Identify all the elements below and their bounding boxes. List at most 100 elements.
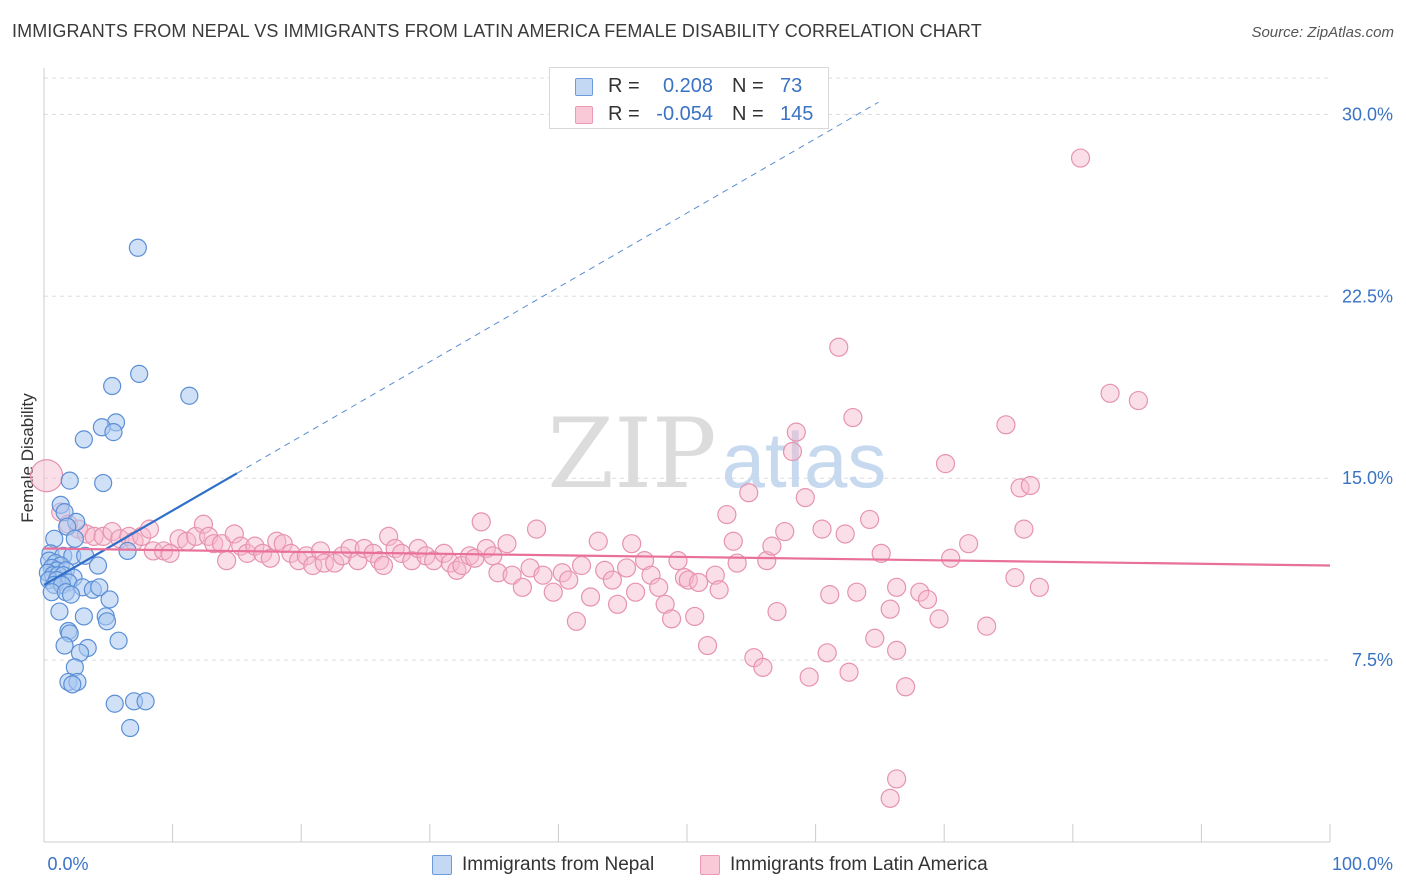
latam-point [566, 611, 587, 631]
latam-point [723, 531, 743, 551]
latam-point [762, 536, 782, 556]
legend-r-label: R = [608, 75, 640, 97]
chart-title: IMMIGRANTS FROM NEPAL VS IMMIGRANTS FROM… [12, 21, 982, 41]
nepal-point [74, 607, 93, 626]
latam-point [782, 441, 803, 462]
latam-point [661, 609, 682, 629]
nepal-point [50, 602, 69, 621]
nepal-point [104, 423, 123, 442]
latam-point [29, 459, 64, 493]
legend-r-value: -0.054 [656, 103, 713, 125]
latam-point [193, 514, 214, 534]
latam-point [471, 512, 491, 532]
latam-point [281, 543, 301, 563]
latam-point [160, 543, 180, 563]
latam-point [93, 526, 113, 547]
y-tick-label-1: 15.0% [1342, 468, 1393, 488]
legend-swatch-latam [575, 106, 593, 124]
latam-point [1020, 475, 1040, 496]
latam-point [697, 635, 718, 656]
latam-point [860, 509, 880, 530]
watermark-atlas: atlas [722, 416, 887, 504]
nepal-point [121, 718, 140, 738]
latam-point [237, 543, 257, 563]
latam-trend-line [43, 547, 1331, 567]
latam-point [571, 555, 592, 576]
correlation-legend: R = 0.208 N = 73 R = -0.054 N = 145 [549, 67, 829, 129]
latam-point [767, 601, 787, 622]
legend-label-latam: Immigrants from Latin America [730, 854, 988, 875]
latam-point [373, 555, 394, 576]
latam-point [1029, 577, 1049, 597]
legend-swatch-nepal [432, 855, 452, 875]
legend-label-nepal: Immigrants from Nepal [462, 854, 655, 875]
nepal-point [88, 556, 108, 575]
nepal-point [130, 364, 149, 383]
latam-point [1014, 519, 1034, 539]
latam-point [717, 504, 737, 525]
nepal-point [180, 386, 199, 405]
latam-point [880, 788, 900, 808]
legend-swatch-nepal [575, 78, 593, 96]
latam-point [829, 337, 849, 357]
nepal-point [90, 578, 109, 597]
legend-r-label: R = [608, 103, 640, 125]
nepal-point [65, 529, 84, 548]
latam-point [607, 594, 628, 614]
nepal-point [109, 631, 128, 650]
nepal-point [118, 541, 137, 561]
nepal-point [103, 376, 122, 396]
latam-point [622, 534, 642, 554]
latam-point [460, 546, 480, 566]
latam-point [310, 541, 331, 561]
series-nepal-points [38, 238, 199, 738]
latam-point [602, 570, 623, 590]
latam-point [935, 454, 956, 474]
y-tick-label-2: 22.5% [1342, 286, 1393, 306]
latam-point [847, 582, 867, 602]
legend-n-value: 145 [780, 103, 814, 125]
latam-point [595, 560, 615, 580]
latam-point [332, 546, 352, 566]
x-tick-label-1: 100.0% [1332, 854, 1393, 874]
latam-point [379, 526, 399, 547]
latam-point [941, 548, 961, 568]
latam-point [929, 609, 949, 629]
watermark-zip: ZIP [547, 398, 716, 510]
latam-point [775, 521, 795, 542]
y-tick-label-3: 30.0% [1342, 104, 1393, 124]
series-legend: Immigrants from Nepal Immigrants from La… [0, 850, 1406, 880]
legend-n-label: N = [732, 75, 764, 97]
nepal-point [136, 692, 155, 711]
latam-point [668, 551, 688, 571]
latam-point [835, 524, 855, 544]
legend-r-value: 0.208 [662, 75, 713, 97]
latam-point [709, 580, 729, 600]
latam-point [910, 582, 930, 602]
latam-point [757, 551, 777, 571]
latam-point [1128, 390, 1148, 411]
latam-point [424, 551, 444, 571]
nepal-point [74, 430, 93, 449]
latam-point [1070, 148, 1091, 168]
latam-point [512, 577, 532, 597]
nepal-point [105, 694, 124, 713]
latam-point [559, 570, 579, 590]
latam-point [641, 565, 661, 585]
latam-point [543, 582, 563, 602]
nepal-trend-extension [236, 101, 879, 474]
nepal-point [55, 636, 74, 655]
legend-row-latam: R = -0.054 N = 145 [550, 100, 828, 130]
latam-point [795, 487, 815, 508]
latam-point [224, 524, 244, 544]
legend-n-value: 73 [780, 75, 803, 97]
latam-point [839, 662, 859, 682]
nepal-point [94, 473, 113, 493]
latam-point [817, 643, 837, 663]
latam-point [786, 422, 806, 442]
latam-point [217, 551, 237, 571]
latam-point [204, 534, 224, 554]
latam-point [753, 657, 773, 677]
latam-point [887, 577, 907, 597]
